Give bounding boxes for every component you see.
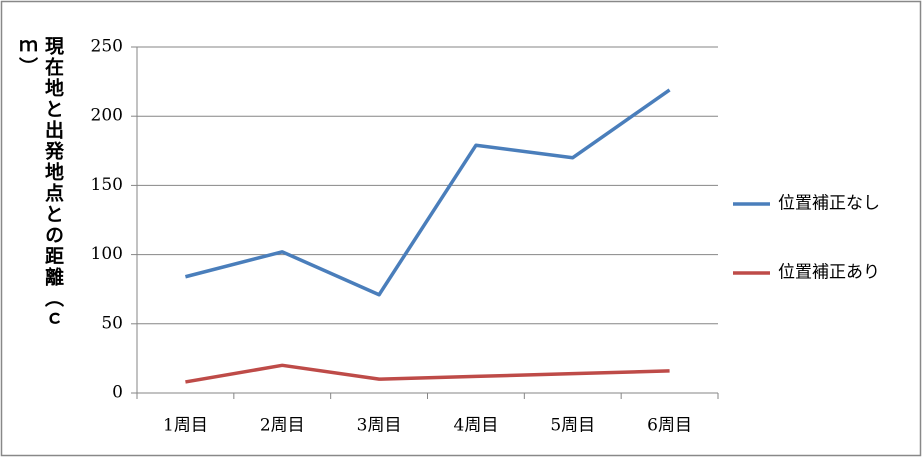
y-tick-label: 150 [91,175,123,195]
x-tick-label: 4周目 [454,416,499,436]
legend-label: 位置補正なし [778,194,880,214]
x-tick-label: 2周目 [260,416,305,436]
y-tick-label: 50 [101,313,123,333]
y-tick-label: 200 [91,106,123,126]
y-tick-label: 0 [112,383,123,403]
legend-label: 位置補正あり [778,263,880,283]
y-tick-label: 100 [91,244,123,264]
y-tick-label: 250 [91,37,123,57]
x-tick-label: 5周目 [550,416,595,436]
x-tick-label: 1周目 [163,416,208,436]
x-tick-label: 3周目 [357,416,402,436]
x-tick-label: 6周目 [647,416,692,436]
data-line [184,88,671,297]
data-line [185,363,670,384]
y-axis-label: 現在地と出発地点との距離（ｃｍ） [16,36,64,330]
